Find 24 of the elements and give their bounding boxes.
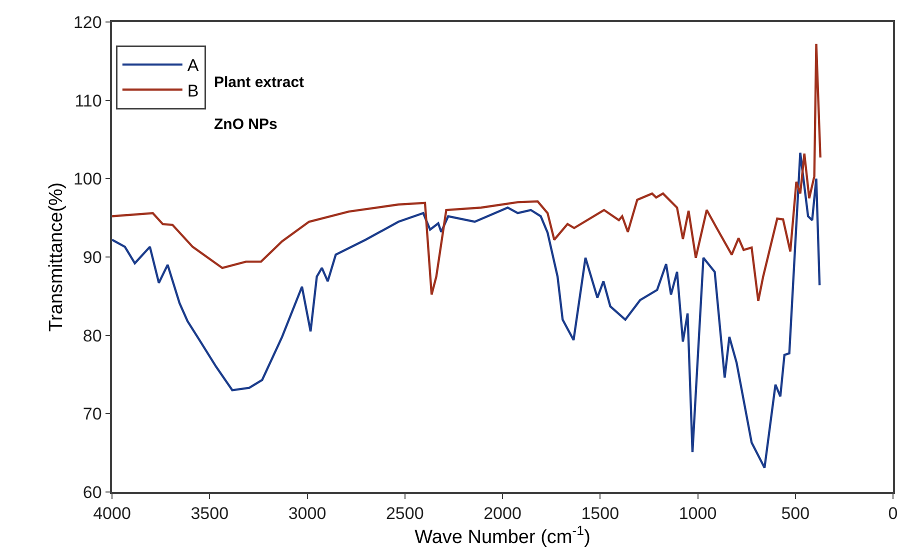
y-tick-label: 60 bbox=[82, 482, 102, 502]
x-axis-title: Wave Number (cm$^{-1}$) bbox=[414, 523, 590, 548]
line-series bbox=[112, 152, 821, 469]
y-tick-label: 110 bbox=[74, 91, 102, 110]
x-tick-label: 500 bbox=[781, 504, 810, 524]
legend-label: A bbox=[187, 56, 200, 76]
x-tick-label: 3000 bbox=[288, 504, 326, 524]
line-series bbox=[112, 42, 822, 302]
y-tick-label: 120 bbox=[73, 12, 102, 32]
annotation: ZnO NPs bbox=[214, 116, 278, 133]
y-tick-label: 100 bbox=[73, 170, 102, 189]
x-tick-label: 1000 bbox=[678, 504, 717, 524]
x-tick-label: 4000 bbox=[93, 504, 131, 524]
legend-label: B bbox=[187, 81, 199, 100]
x-tick-label: 0 bbox=[888, 504, 898, 524]
x-tick-label: 2500 bbox=[386, 504, 424, 524]
annotation: Plant extract bbox=[214, 74, 304, 91]
y-tick-label: 80 bbox=[82, 326, 102, 346]
y-tick-label: 70 bbox=[82, 404, 102, 424]
x-tick-label: 1500 bbox=[581, 504, 620, 524]
y-axis-title: Transmittance(%) bbox=[46, 182, 67, 332]
x-tick-label: 3500 bbox=[190, 504, 229, 524]
y-tick-label: 90 bbox=[82, 248, 102, 267]
x-tick-label: 2000 bbox=[484, 504, 522, 524]
